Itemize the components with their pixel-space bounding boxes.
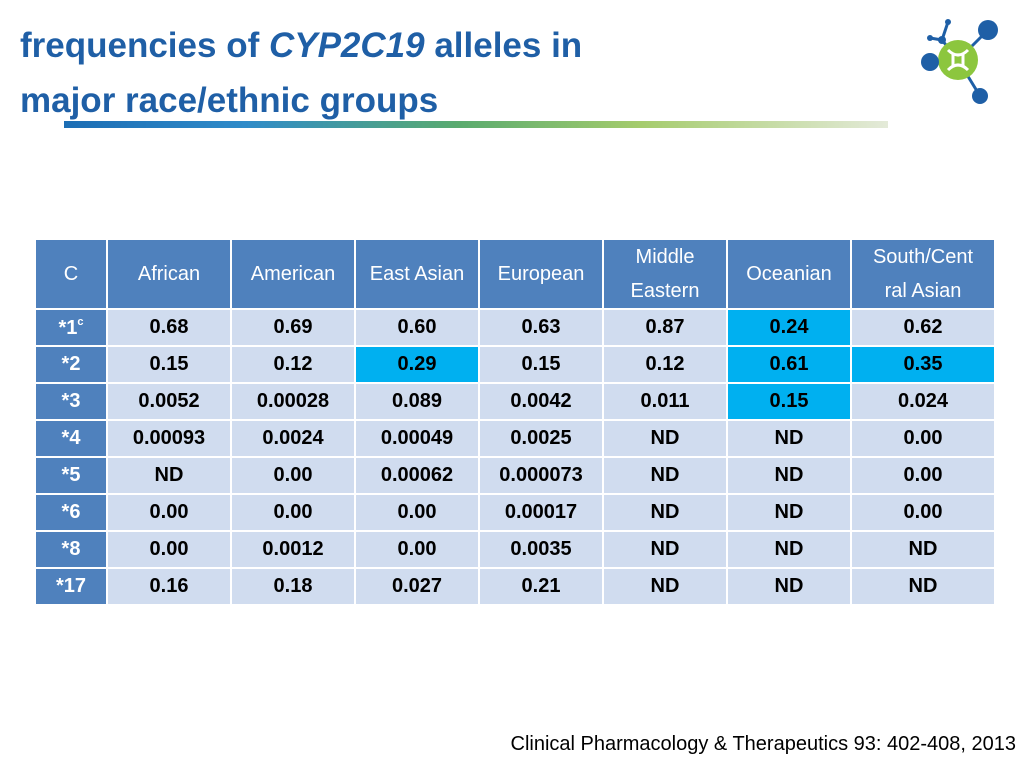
allele-label: *1c xyxy=(36,310,106,345)
frequency-cell: 0.12 xyxy=(232,347,354,382)
gene-name: CYP2C19 xyxy=(268,26,425,65)
frequency-cell: 0.024 xyxy=(852,384,994,419)
frequency-cell: ND xyxy=(604,421,726,456)
frequency-cell: ND xyxy=(728,532,850,567)
frequency-cell: ND xyxy=(604,458,726,493)
allele-label: *5 xyxy=(36,458,106,493)
frequency-cell: 0.00028 xyxy=(232,384,354,419)
title-underline xyxy=(64,121,888,128)
corner-header: C xyxy=(36,240,106,308)
table-row: *5 ND 0.00 0.00062 0.000073 ND ND 0.00 xyxy=(36,458,994,493)
column-header: Middle Eastern xyxy=(604,240,726,308)
frequency-cell: 0.089 xyxy=(356,384,478,419)
frequency-cell: 0.24 xyxy=(728,310,850,345)
frequency-cell: 0.00062 xyxy=(356,458,478,493)
frequency-cell: 0.69 xyxy=(232,310,354,345)
frequency-cell: 0.011 xyxy=(604,384,726,419)
frequency-cell: 0.15 xyxy=(108,347,230,382)
frequency-cell: 0.00017 xyxy=(480,495,602,530)
column-header: European xyxy=(480,240,602,308)
frequency-cell: ND xyxy=(604,495,726,530)
frequency-cell: 0.00 xyxy=(232,458,354,493)
frequency-cell: 0.00 xyxy=(852,458,994,493)
frequency-cell: ND xyxy=(728,421,850,456)
table-row: *6 0.00 0.00 0.00 0.00017 ND ND 0.00 xyxy=(36,495,994,530)
column-header: American xyxy=(232,240,354,308)
frequency-cell: 0.0035 xyxy=(480,532,602,567)
frequency-cell: 0.21 xyxy=(480,569,602,604)
frequency-cell: 0.15 xyxy=(480,347,602,382)
frequency-cell: 0.0025 xyxy=(480,421,602,456)
column-header: African xyxy=(108,240,230,308)
allele-label: *4 xyxy=(36,421,106,456)
title-suffix: alleles in xyxy=(424,26,583,65)
frequency-cell: ND xyxy=(604,569,726,604)
title-prefix: frequencies of xyxy=(20,26,269,65)
header-row: C African American East Asian European M… xyxy=(36,240,994,308)
allele-label: *3 xyxy=(36,384,106,419)
frequency-cell: 0.61 xyxy=(728,347,850,382)
table-row: *3 0.0052 0.00028 0.089 0.0042 0.011 0.15 0.024 xyxy=(36,384,994,419)
frequency-cell: 0.0052 xyxy=(108,384,230,419)
frequency-cell: 0.15 xyxy=(728,384,850,419)
frequency-cell: 0.027 xyxy=(356,569,478,604)
frequency-cell: 0.00 xyxy=(852,495,994,530)
frequency-cell: 0.60 xyxy=(356,310,478,345)
table-row: *8 0.00 0.0012 0.00 0.0035 ND ND ND xyxy=(36,532,994,567)
frequency-cell: 0.000073 xyxy=(480,458,602,493)
slide-title: frequencies of CYP2C19 alleles in major … xyxy=(20,18,582,128)
allele-label: *6 xyxy=(36,495,106,530)
frequency-cell: ND xyxy=(728,458,850,493)
allele-frequency-table: C African American East Asian European M… xyxy=(34,238,996,606)
frequency-cell: 0.00 xyxy=(232,495,354,530)
molecule-network-icon xyxy=(910,10,1010,110)
frequency-cell: 0.0012 xyxy=(232,532,354,567)
frequency-cell: 0.00 xyxy=(108,532,230,567)
allele-label: *8 xyxy=(36,532,106,567)
frequency-cell: 0.63 xyxy=(480,310,602,345)
frequency-cell: 0.00 xyxy=(356,532,478,567)
column-header: East Asian xyxy=(356,240,478,308)
frequency-cell: 0.68 xyxy=(108,310,230,345)
table-row: *4 0.00093 0.0024 0.00049 0.0025 ND ND 0.00 xyxy=(36,421,994,456)
frequency-cell: ND xyxy=(604,532,726,567)
frequency-cell: ND xyxy=(728,569,850,604)
frequency-cell: 0.12 xyxy=(604,347,726,382)
frequency-cell: 0.0024 xyxy=(232,421,354,456)
title-line-2: major race/ethnic groups xyxy=(20,81,439,120)
frequency-cell: 0.16 xyxy=(108,569,230,604)
frequency-cell: ND xyxy=(728,495,850,530)
table-row: *1c 0.68 0.69 0.60 0.63 0.87 0.24 0.62 xyxy=(36,310,994,345)
table-row: *17 0.16 0.18 0.027 0.21 ND ND ND xyxy=(36,569,994,604)
frequency-cell: ND xyxy=(852,532,994,567)
frequency-cell: 0.00 xyxy=(852,421,994,456)
title-line-1: frequencies of CYP2C19 alleles in xyxy=(20,18,582,73)
frequency-cell: 0.18 xyxy=(232,569,354,604)
allele-label: *17 xyxy=(36,569,106,604)
frequency-cell: 0.0042 xyxy=(480,384,602,419)
frequency-cell: ND xyxy=(108,458,230,493)
citation: Clinical Pharmacology & Therapeutics 93:… xyxy=(510,733,1017,755)
column-header: Oceanian xyxy=(728,240,850,308)
table-row: *2 0.15 0.12 0.29 0.15 0.12 0.61 0.35 xyxy=(36,347,994,382)
frequency-cell: 0.00 xyxy=(356,495,478,530)
frequency-cell: 0.00 xyxy=(108,495,230,530)
frequency-cell: 0.62 xyxy=(852,310,994,345)
allele-label: *2 xyxy=(36,347,106,382)
frequency-cell: ND xyxy=(852,569,994,604)
column-header: South/Cent ral Asian xyxy=(852,240,994,308)
frequency-cell: 0.87 xyxy=(604,310,726,345)
frequency-cell: 0.00049 xyxy=(356,421,478,456)
frequency-cell: 0.35 xyxy=(852,347,994,382)
frequency-cell: 0.00093 xyxy=(108,421,230,456)
frequency-cell: 0.29 xyxy=(356,347,478,382)
